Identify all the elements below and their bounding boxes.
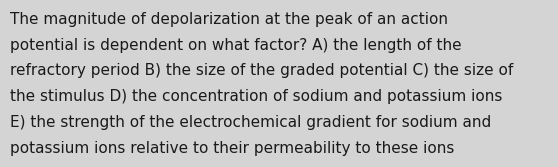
Text: the stimulus D) the concentration of sodium and potassium ions: the stimulus D) the concentration of sod…: [10, 89, 502, 104]
Text: potential is dependent on what factor? A) the length of the: potential is dependent on what factor? A…: [10, 38, 461, 53]
Text: potassium ions relative to their permeability to these ions: potassium ions relative to their permeab…: [10, 141, 454, 156]
Text: refractory period B) the size of the graded potential C) the size of: refractory period B) the size of the gra…: [10, 63, 513, 78]
Text: The magnitude of depolarization at the peak of an action: The magnitude of depolarization at the p…: [10, 12, 448, 27]
Text: E) the strength of the electrochemical gradient for sodium and: E) the strength of the electrochemical g…: [10, 115, 491, 130]
